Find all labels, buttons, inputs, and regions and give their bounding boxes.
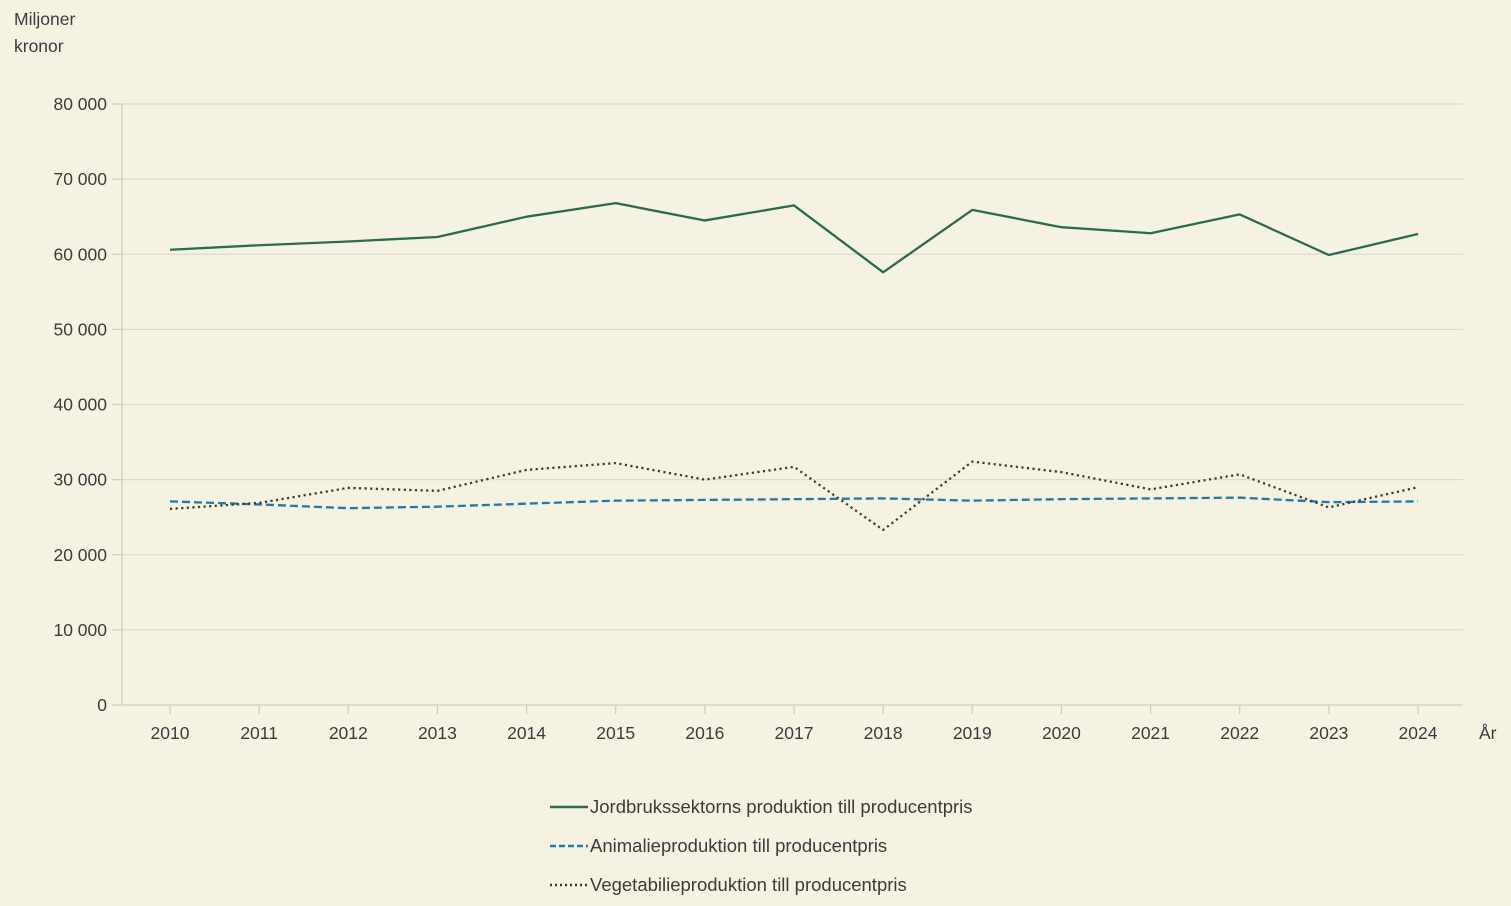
y-axis-tick-label: 20 000 <box>53 545 107 565</box>
x-axis-title: År <box>1479 723 1497 743</box>
legend-label: Animalieproduktion till producentpris <box>590 834 888 856</box>
legend-swatch-solid-green <box>550 805 588 808</box>
legend-item-animalieproduktion: Animalieproduktion till producentpris <box>550 826 973 865</box>
x-axis-tick-label: 2017 <box>775 723 814 743</box>
legend-item-vegetabilieproduktion: Vegetabilieproduktion till producentpris <box>550 866 973 905</box>
x-axis-tick-label: 2023 <box>1309 723 1348 743</box>
x-axis-tick-label: 2016 <box>685 723 724 743</box>
x-axis-tick-label: 2019 <box>953 723 992 743</box>
legend-label: Jordbrukssektorns produktion till produc… <box>590 795 973 817</box>
x-axis-tick-label: 2022 <box>1220 723 1259 743</box>
y-axis-tick-label: 0 <box>97 695 107 715</box>
y-axis-tick-label: 80 000 <box>53 94 107 114</box>
y-axis-tick-label: 60 000 <box>53 244 107 264</box>
y-axis-unit-title: Miljoner kronor <box>14 6 75 60</box>
y-axis-tick-label: 10 000 <box>53 620 107 640</box>
x-axis-tick-label: 2024 <box>1399 723 1438 743</box>
x-axis-tick-label: 2014 <box>507 723 546 743</box>
legend-item-jordbrukssektorns-produktion: Jordbrukssektorns produktion till produc… <box>550 787 973 826</box>
y-axis-unit-line2: kronor <box>14 36 64 56</box>
line-chart-plot-area: 0 10 000 20 000 30 000 40 000 50 000 60 000 70 … <box>53 94 1497 743</box>
series-line-0 <box>169 202 1419 274</box>
y-axis-tick-label: 30 000 <box>53 470 107 490</box>
series-line-1 <box>169 496 1419 510</box>
y-axis-tick-label: 40 000 <box>53 395 107 415</box>
x-axis-tick-label: 2021 <box>1131 723 1170 743</box>
chart-legend: Jordbrukssektorns produktion till produc… <box>550 787 973 905</box>
x-axis-tick-label: 2011 <box>240 723 278 743</box>
x-axis-tick-label: 2018 <box>864 723 903 743</box>
x-axis-tick-label: 2010 <box>151 723 190 743</box>
legend-swatch-dashed-blue <box>550 844 588 848</box>
legend-label: Vegetabilieproduktion till producentpris <box>590 874 907 896</box>
y-axis-unit-line1: Miljoner <box>14 9 76 29</box>
series-line-2 <box>169 460 1419 532</box>
x-axis-tick-label: 2012 <box>329 723 368 743</box>
y-axis-tick-label: 50 000 <box>53 319 107 339</box>
y-axis-tick-label: 70 000 <box>53 169 107 189</box>
x-axis-tick-label: 2020 <box>1042 723 1081 743</box>
legend-swatch-dotted-dark <box>550 884 588 887</box>
x-axis-tick-label: 2015 <box>596 723 635 743</box>
x-axis-tick-label: 2013 <box>418 723 457 743</box>
